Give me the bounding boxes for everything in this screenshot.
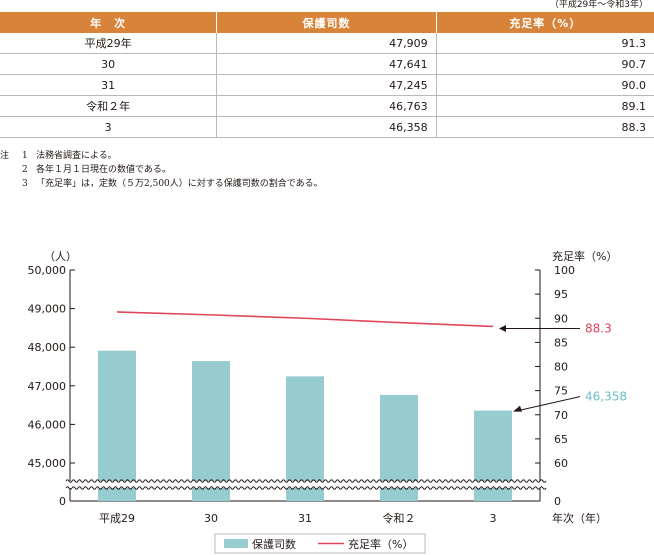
x-tick-label: 31 xyxy=(298,512,312,525)
right-tick-label: 80 xyxy=(554,361,568,374)
axis-break-band xyxy=(66,481,544,488)
right-tick-label: 95 xyxy=(554,288,568,301)
bar xyxy=(98,350,136,501)
cell-rate: 90.7 xyxy=(436,53,654,75)
table-row: 令和２年 46,763 89.1 xyxy=(0,95,654,117)
cell-year: 3 xyxy=(0,116,218,138)
cell-rate: 90.0 xyxy=(436,74,654,96)
note-text: 「充足率」は，定数（５万2,500人）に対する保護司数の割合である。 xyxy=(36,179,323,189)
callout-arrowhead-bar xyxy=(513,405,522,412)
notes-label: 注 xyxy=(0,151,10,161)
cell-year: 平成29年 xyxy=(0,33,218,54)
header-rate: 充足率（%） xyxy=(436,12,654,33)
x-tick-label: 30 xyxy=(204,512,218,525)
x-axis-title: 年次（年） xyxy=(552,511,607,525)
table-row: 31 47,245 90.0 xyxy=(0,74,654,96)
cell-volunteers: 47,909 xyxy=(216,33,437,54)
axis-break-line xyxy=(65,486,547,490)
combo-chart: 50,000 49,000 48,000 47,000 46,000 45,000 0 100… xyxy=(28,249,627,554)
right-tick-label: 75 xyxy=(554,385,568,398)
period-note: （平成29年～令和3年） xyxy=(549,0,648,10)
left-tick-label: 45,000 xyxy=(28,457,67,470)
legend-label-bar: 保護司数 xyxy=(252,537,296,551)
right-tick-label: 60 xyxy=(554,457,568,470)
left-tick-label: 0 xyxy=(59,495,66,508)
table-row: 平成29年 47,909 91.3 xyxy=(0,33,654,54)
bar xyxy=(192,361,230,501)
table-row: 30 47,641 90.7 xyxy=(0,53,654,75)
cell-year: 30 xyxy=(0,53,218,75)
header-volunteers: 保護司数 xyxy=(216,12,437,33)
note-text: 法務省調査による。 xyxy=(36,151,117,161)
left-tick-label: 46,000 xyxy=(28,418,67,431)
note-item: 2 各年１月１日現在の数値である。 xyxy=(0,163,323,177)
left-tick-label: 49,000 xyxy=(28,303,67,316)
bar xyxy=(286,376,324,501)
data-table: 年 次 保護司数 充足率（%） 平成29年 47,909 91.3 30 47,… xyxy=(0,12,654,138)
right-tick-label: 65 xyxy=(554,433,568,446)
cell-year: 31 xyxy=(0,74,218,96)
legend-swatch-bar xyxy=(224,539,248,548)
right-tick-label: 0 xyxy=(554,495,561,508)
notes: 注 1 法務省調査による。 2 各年１月１日現在の数値である。 3 「充足率」は，定数（… xyxy=(0,149,323,191)
note-number: 3 xyxy=(22,179,28,189)
left-axis-title: （人） xyxy=(44,250,77,263)
note-item: 3 「充足率」は，定数（５万2,500人）に対する保護司数の割合である。 xyxy=(0,177,323,191)
legend-box xyxy=(214,533,426,554)
callout-bar-label: 46,358 xyxy=(585,390,627,404)
table-header-row: 年 次 保護司数 充足率（%） xyxy=(0,12,654,33)
header-year: 年 次 xyxy=(0,12,218,33)
right-tick-label: 85 xyxy=(554,336,568,349)
rate-line xyxy=(116,311,494,328)
legend-label-line: 充足率（%） xyxy=(348,537,413,551)
x-tick-label: 平成29 xyxy=(99,512,135,525)
callout-arrowhead-rate xyxy=(499,324,506,332)
cell-volunteers: 47,641 xyxy=(216,53,437,75)
cell-rate: 91.3 xyxy=(436,33,654,54)
cell-year: 令和２年 xyxy=(0,95,218,117)
note-item: 注 1 法務省調査による。 xyxy=(0,149,323,163)
left-tick-label: 47,000 xyxy=(28,380,67,393)
axis-break-line xyxy=(65,479,547,483)
x-tick-label: 3 xyxy=(490,512,497,525)
cell-volunteers: 47,245 xyxy=(216,74,437,96)
left-tick-label: 50,000 xyxy=(28,264,67,277)
x-tick-label: 令和２ xyxy=(383,511,416,525)
right-tick-label: 100 xyxy=(554,264,575,277)
cell-volunteers: 46,763 xyxy=(216,95,437,117)
table-row: 3 46,358 88.3 xyxy=(0,116,654,138)
left-tick-label: 48,000 xyxy=(28,341,67,354)
callout-rate-label: 88.3 xyxy=(585,321,612,335)
note-number: 1 xyxy=(22,151,28,161)
callout-arrow-bar xyxy=(517,396,581,412)
note-number: 2 xyxy=(22,165,28,175)
cell-rate: 88.3 xyxy=(436,116,654,138)
note-text: 各年１月１日現在の数値である。 xyxy=(36,165,171,175)
right-tick-label: 90 xyxy=(554,312,568,325)
cell-rate: 89.1 xyxy=(436,95,654,117)
cell-volunteers: 46,358 xyxy=(216,116,437,138)
right-axis-title: 充足率（%） xyxy=(552,249,617,263)
right-tick-label: 70 xyxy=(554,409,568,422)
